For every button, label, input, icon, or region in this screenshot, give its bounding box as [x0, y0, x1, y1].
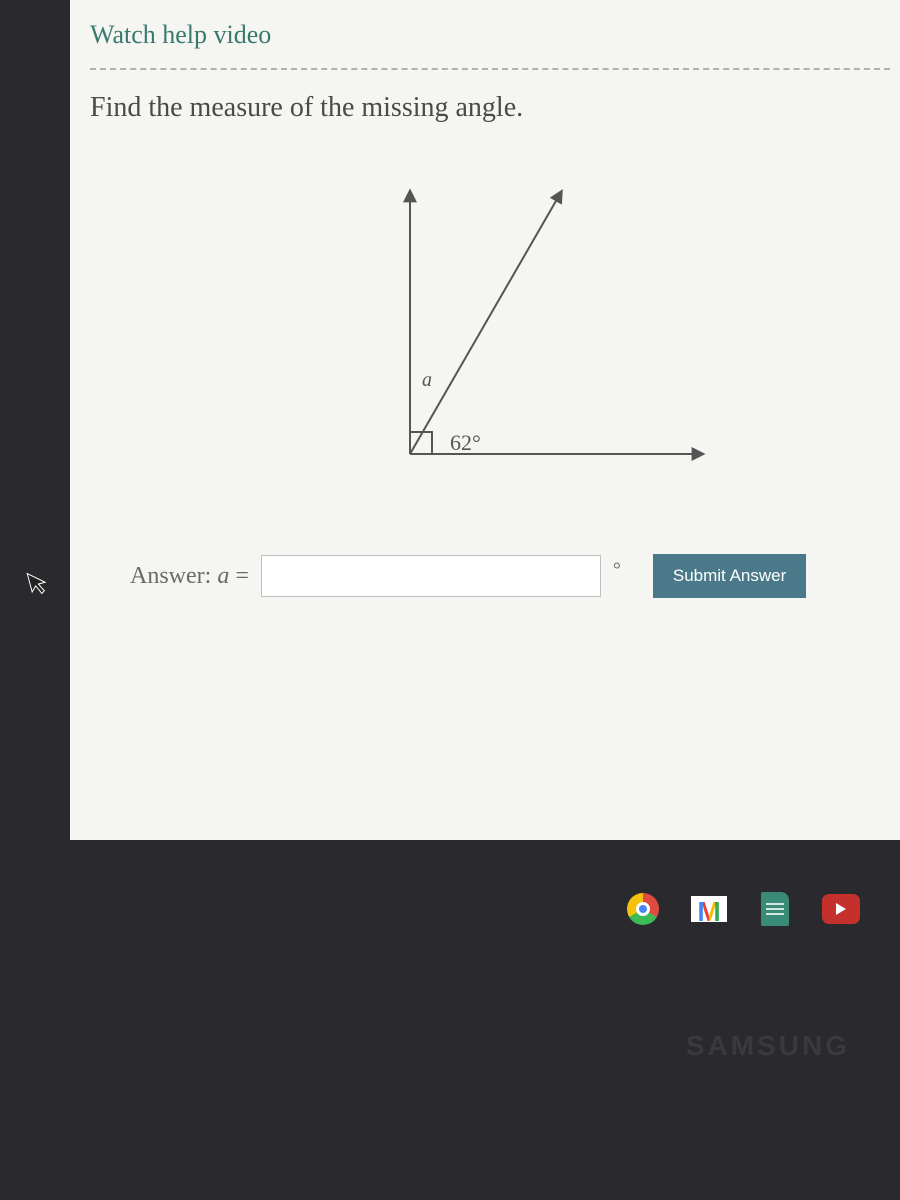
- answer-label-prefix: Answer:: [130, 563, 211, 589]
- cursor-icon: [26, 568, 52, 605]
- section-divider: [90, 68, 890, 70]
- docs-icon[interactable]: [756, 890, 794, 928]
- answer-input[interactable]: [261, 555, 601, 597]
- answer-equals: =: [235, 563, 249, 589]
- answer-label: Answer: a =: [130, 563, 249, 590]
- problem-panel: Watch help video Find the measure of the…: [70, 0, 900, 840]
- diagram-container: a 62°: [90, 154, 890, 524]
- problem-prompt: Find the measure of the missing angle.: [90, 92, 890, 124]
- youtube-icon[interactable]: [822, 890, 860, 928]
- ray-diagonal: [410, 194, 560, 454]
- angle-label-a: a: [422, 369, 432, 391]
- angle-diagram: a 62°: [250, 154, 730, 524]
- submit-answer-button[interactable]: Submit Answer: [653, 554, 806, 598]
- taskbar: M: [624, 890, 860, 928]
- gmail-icon[interactable]: M: [690, 890, 728, 928]
- device-brand: SAMSUNG: [686, 1030, 850, 1062]
- degree-symbol: °: [613, 559, 621, 582]
- answer-row: Answer: a = ° Submit Answer: [90, 554, 890, 598]
- watch-help-video-link[interactable]: Watch help video: [90, 20, 271, 50]
- answer-variable: a: [217, 563, 229, 589]
- angle-label-given: 62°: [450, 430, 481, 455]
- chrome-icon[interactable]: [624, 890, 662, 928]
